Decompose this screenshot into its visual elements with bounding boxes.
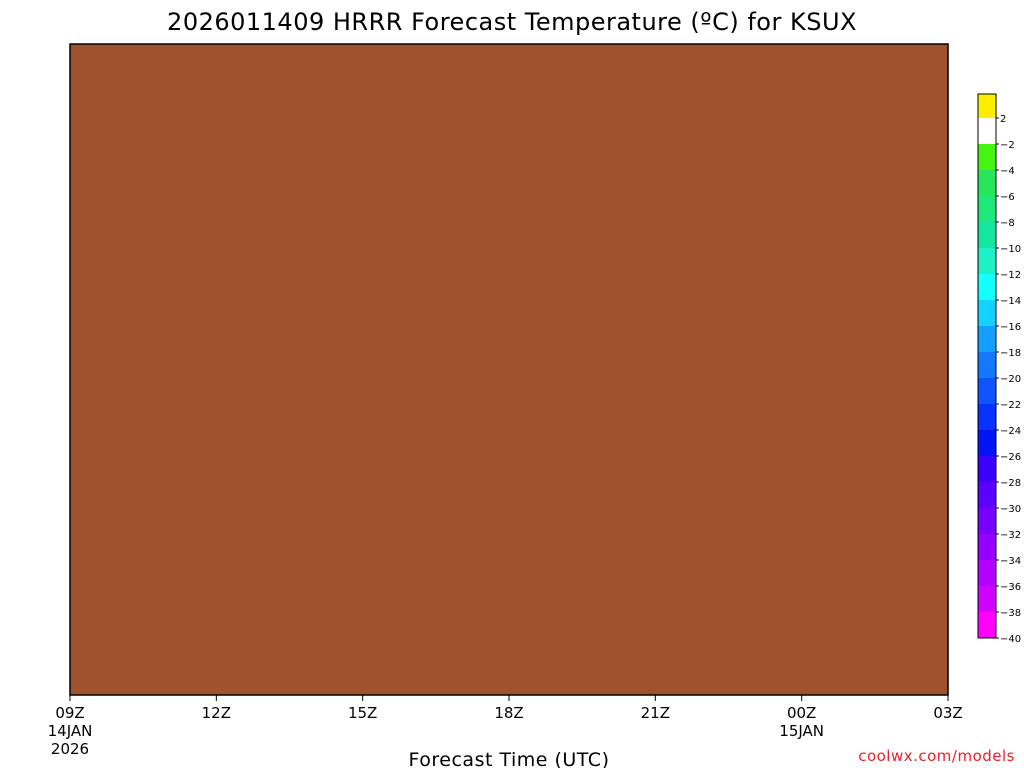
colorbar-legend: 2 −2 −4 −6 −8 −10 −12 −14 −16 −18 −20 −22 −24 −26 −28 −… — [977, 93, 1021, 645]
x-tick-label-12Z: 12Z — [202, 704, 231, 722]
colorbar-swatch-8 — [978, 300, 996, 326]
x-tick-date-00Z: 15JAN — [779, 722, 824, 740]
colorbar-swatch-12 — [978, 404, 996, 430]
colorbar-swatch-4 — [978, 196, 996, 222]
colorbar-frame — [977, 93, 997, 639]
colorbar-label-6: −12 — [1000, 270, 1021, 281]
x-tick-label-21Z: 21Z — [641, 704, 670, 722]
colorbar-swatch-9 — [978, 326, 996, 352]
x-tick-label-18Z: 18Z — [494, 704, 523, 722]
colorbar-swatch-1 — [978, 118, 996, 144]
colorbar-swatch-11 — [978, 378, 996, 404]
colorbar-swatch-19 — [978, 586, 996, 612]
x-tick-label-09Z: 09Z — [55, 704, 84, 722]
colorbar-label-4: −8 — [1000, 218, 1015, 229]
colorbar-swatch-17 — [978, 534, 996, 560]
x-tick-label-03Z: 03Z — [933, 704, 962, 722]
x-tick-label-00Z: 00Z — [787, 704, 816, 722]
colorbar-swatch-3 — [978, 170, 996, 196]
colorbar-label-16: −32 — [1000, 530, 1021, 541]
colorbar-label-8: −16 — [1000, 322, 1021, 333]
colorbar-swatch-14 — [978, 456, 996, 482]
colorbar-label-20: −40 — [1000, 634, 1021, 645]
colorbar-swatch-13 — [978, 430, 996, 456]
x-tick-date-09Z: 14JAN — [48, 722, 93, 740]
colorbar-label-10: −20 — [1000, 374, 1021, 385]
colorbar-label-0: 2 — [1000, 114, 1006, 125]
colorbar-swatch-20 — [978, 612, 996, 638]
colorbar-swatch-5 — [978, 222, 996, 248]
x-tick-year-09Z: 2026 — [51, 740, 89, 758]
plot-area: −46−42−42−38−34−26−18−14−10−10−10−6 — [70, 44, 948, 695]
x-axis-label: Forecast Time (UTC) — [409, 749, 610, 768]
colorbar-label-7: −14 — [1000, 296, 1021, 307]
colorbar-swatch-6 — [978, 248, 996, 274]
colorbar-label-1: −2 — [1000, 140, 1015, 151]
colorbar-label-3: −6 — [1000, 192, 1015, 203]
colorbar-label-2: −4 — [1000, 166, 1015, 177]
colorbar-label-18: −36 — [1000, 582, 1021, 593]
colorbar-label-9: −18 — [1000, 348, 1021, 359]
colorbar-swatch-16 — [978, 508, 996, 534]
colorbar-swatch-7 — [978, 274, 996, 300]
colorbar-label-19: −38 — [1000, 608, 1021, 619]
ground-below-surface — [70, 44, 948, 695]
colorbar-label-12: −24 — [1000, 426, 1021, 437]
colorbar-label-14: −28 — [1000, 478, 1021, 489]
colorbar-swatch-15 — [978, 482, 996, 508]
credit-text: coolwx.com/models — [858, 747, 1015, 765]
chart-title: 2026011409 HRRR Forecast Temperature (ºC… — [167, 8, 857, 36]
colorbar-label-5: −10 — [1000, 244, 1021, 255]
x-tick-label-15Z: 15Z — [348, 704, 377, 722]
colorbar-label-17: −34 — [1000, 556, 1021, 567]
colorbar-label-15: −30 — [1000, 504, 1021, 515]
colorbar-swatch-0 — [978, 94, 996, 118]
colorbar-swatch-2 — [978, 144, 996, 170]
colorbar-label-11: −22 — [1000, 400, 1021, 411]
colorbar-swatch-18 — [978, 560, 996, 586]
colorbar-swatch-10 — [978, 352, 996, 378]
colorbar-label-13: −26 — [1000, 452, 1021, 463]
